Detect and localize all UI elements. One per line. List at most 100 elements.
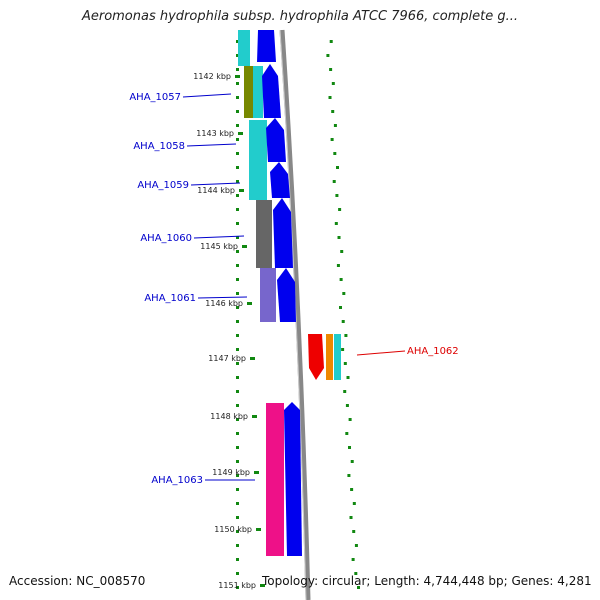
gc-dot-left (236, 96, 239, 99)
accession-label: Accession: NC_008570 (9, 574, 146, 588)
gc-dot-left (236, 474, 239, 477)
tick-mark (235, 75, 240, 78)
gc-dot-right (341, 348, 345, 351)
gc-dot-left (236, 446, 239, 449)
gene-labels: AHA_1057 AHA_1058 AHA_1059 AHA_1060 AHA_1061… (129, 92, 458, 486)
gc-dot-left (236, 292, 239, 295)
cds-arrow-aha1056[interactable] (257, 30, 276, 62)
cog-block-aha1062-cyan (334, 334, 341, 380)
cog-block-aha1056 (238, 30, 250, 66)
gc-dot-right (340, 250, 344, 253)
cds-arrow-aha1058[interactable] (266, 118, 286, 162)
tick-mark (238, 132, 243, 135)
gene-label-line (356, 350, 406, 356)
gc-dot-left (236, 166, 239, 169)
gc-dot-left (236, 460, 239, 463)
gc-dot-right (352, 502, 356, 505)
cds-arrow-aha1062[interactable] (308, 334, 324, 380)
cog-block-aha1058 (249, 120, 267, 200)
tick-label: 1145 kbp (200, 242, 238, 251)
tick-label: 1146 kbp (205, 299, 243, 308)
gc-dot-left (236, 362, 239, 365)
topology-summary: Topology: circular; Length: 4,744,448 bp… (262, 574, 592, 588)
gc-dot-left (236, 194, 239, 197)
gc-dot-right (354, 544, 358, 547)
gene-label-aha_1062[interactable]: AHA_1062 (407, 346, 459, 357)
gc-dot-right (341, 320, 345, 323)
gc-dot-left (236, 278, 239, 281)
gc-dot-right (348, 418, 352, 421)
gc-dot-left (236, 236, 239, 239)
gene-label-aha_1061[interactable]: AHA_1061 (144, 293, 196, 304)
gc-dot-right (333, 124, 337, 127)
gc-dot-left (236, 502, 239, 505)
tick-label: 1150 kbp (214, 525, 252, 534)
cog-block-aha1061 (260, 268, 276, 322)
cds-arrow-aha1060[interactable] (273, 198, 293, 268)
gc-dot-right (330, 138, 334, 141)
cog-block-aha1060 (256, 200, 272, 268)
tick-label: 1143 kbp (196, 129, 234, 138)
gc-dot-left (236, 530, 239, 533)
cog-block-aha1057-olive (244, 66, 253, 118)
genome-backbone (279, 29, 311, 600)
gc-dot-left (236, 68, 239, 71)
gc-dot-right (336, 264, 340, 267)
gc-dot-right (347, 474, 351, 477)
tick-mark (252, 415, 257, 418)
tick-mark (250, 357, 255, 360)
gc-dot-left (236, 264, 239, 267)
gc-dot-left (236, 572, 239, 575)
gc-dot-right (348, 446, 352, 449)
gc-dot-right (329, 68, 333, 71)
gc-dot-right (339, 306, 343, 309)
cds-arrow-aha1061[interactable] (277, 268, 296, 322)
gc-dot-right (333, 152, 337, 155)
gc-dot-right (352, 530, 356, 533)
gc-dot-right (354, 572, 358, 575)
cds-arrow-aha1057[interactable] (262, 64, 281, 118)
tick-label: 1149 kbp (212, 468, 250, 477)
gc-dot-right (345, 404, 349, 407)
gc-dot-left (236, 544, 239, 547)
gc-dot-left (236, 250, 239, 253)
gene-label-line (190, 182, 241, 186)
gc-dot-right (342, 292, 346, 295)
gc-dot-right (329, 40, 333, 43)
gc-dot-left (236, 306, 239, 309)
gc-dot-left (236, 488, 239, 491)
map-title: Aeromonas hydrophila subsp. hydrophila A… (81, 9, 519, 24)
gc-dot-right (357, 586, 361, 589)
gene-label-line (182, 93, 232, 98)
tick-label: 1151 kbp (218, 581, 256, 590)
cog-block-aha1062-orange (326, 334, 333, 380)
gc-dot-right (345, 432, 349, 435)
tick-mark (260, 584, 265, 587)
gene-label-aha_1060[interactable]: AHA_1060 (140, 233, 192, 244)
gc-dot-right (336, 166, 340, 169)
gc-dot-right (334, 222, 338, 225)
gc-dot-right (350, 460, 354, 463)
tick-mark (247, 302, 252, 305)
gc-dot-left (236, 320, 239, 323)
gc-dot-right (332, 180, 336, 183)
gc-dot-left (236, 180, 239, 183)
gene-label-aha_1058[interactable]: AHA_1058 (133, 141, 185, 152)
gc-dot-right (328, 96, 332, 99)
gc-dot-right (351, 558, 355, 561)
gene-label-aha_1057[interactable]: AHA_1057 (129, 92, 181, 103)
cds-arrow-aha1059[interactable] (270, 162, 290, 198)
gene-label-aha_1063[interactable]: AHA_1063 (151, 475, 203, 486)
kbp-ticks: 1142 kbp 1143 kbp 1144 kbp 1145 kbp 1146 kbp… (193, 72, 265, 590)
gc-dot-left (236, 390, 239, 393)
gc-dot-left (236, 40, 239, 43)
gc-dot-left (236, 348, 239, 351)
gc-dot-left (236, 54, 239, 57)
gc-dot-left (236, 334, 239, 337)
gc-dot-right (343, 362, 347, 365)
cds-arrow-aha1063[interactable] (284, 402, 302, 556)
gc-dot-right (343, 390, 347, 393)
gene-label-aha_1059[interactable]: AHA_1059 (137, 180, 189, 191)
gc-dot-left (236, 516, 239, 519)
